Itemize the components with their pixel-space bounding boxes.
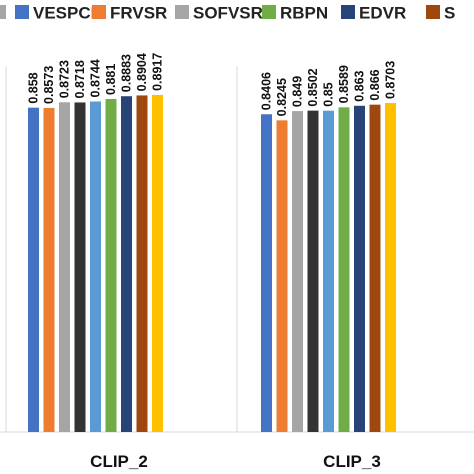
value-label-clip-3-series-6: 0.8589: [337, 65, 351, 103]
value-label-clip-2-series-6: 0.881: [104, 64, 118, 95]
bar-clip-2-series-7: [121, 96, 132, 433]
bar-clip-3-series-8: [369, 104, 381, 432]
bar-clip-2-series-5: [90, 101, 101, 432]
category-label-clip-3: CLIP_3: [323, 452, 381, 471]
bar-clip-3-series-5: [323, 110, 334, 432]
panel-dividers: [5, 66, 238, 432]
legend-label-frvsr: FRVSR: [110, 4, 167, 23]
value-label-clip-3-series-5: 0.85: [322, 82, 336, 106]
legend-label-s: S: [444, 4, 455, 23]
bar-clip-3-series-3: [292, 111, 303, 432]
value-label-clip-2-series-7: 0.8883: [120, 54, 134, 92]
bar-clip-2-series-1: [28, 107, 39, 433]
category-labels: CLIP_2 CLIP_3: [90, 452, 381, 471]
legend-swatch-vespcn: [15, 5, 29, 19]
value-label-clip-3-series-3: 0.849: [291, 76, 305, 107]
value-label-clip-3-series-4: 0.8502: [306, 68, 320, 106]
value-label-clip-2-series-8: 0.8904: [135, 53, 149, 91]
value-label-clip-3-series-8: 0.866: [368, 69, 382, 100]
legend-label-vespcn: VESPCN: [33, 4, 103, 23]
bar-clip-3-series-2: [276, 120, 288, 433]
legend-swatch-sofvsr: [175, 5, 189, 19]
legend: VESPCN FRVSR SOFVSR RBPN EDVR S: [0, 4, 455, 23]
bar-clip-3-series-7: [354, 105, 365, 432]
value-label-clip-2-series-1: 0.858: [27, 72, 41, 103]
bar-clip-3-series-1: [261, 114, 272, 432]
value-label-clip-2-series-5: 0.8744: [89, 59, 103, 97]
value-label-clip-3-series-9: 0.8703: [384, 61, 398, 99]
bar-clip-2-series-3: [59, 102, 70, 432]
legend-swatch-edvr: [341, 5, 355, 19]
value-label-clip-2-series-2: 0.8573: [42, 66, 56, 104]
value-label-clip-2-series-3: 0.8723: [58, 60, 72, 98]
legend-swatch-partial: [0, 5, 6, 19]
value-label-clip-3-series-1: 0.8406: [260, 72, 274, 110]
legend-swatch-rbpn: [262, 5, 276, 19]
bar-clip-3-series-9: [385, 103, 396, 432]
legend-label-rbpn: RBPN: [280, 4, 328, 23]
value-label-clip-3-series-7: 0.863: [353, 70, 367, 101]
legend-label-edvr: EDVR: [359, 4, 406, 23]
bars: [28, 94, 396, 433]
bar-clip-2-series-2: [43, 107, 55, 432]
value-label-clip-2-series-4: 0.8718: [73, 60, 87, 98]
bar-clip-3-series-4: [307, 110, 319, 433]
value-label-clip-2-series-9: 0.8917: [151, 53, 165, 91]
bar-clip-3-series-6: [338, 107, 350, 432]
bar-clip-2-series-9: [152, 94, 163, 432]
value-labels: 0.858 0.8573 0.8723 0.8718 0.8744 0.881 0.8883…: [27, 53, 398, 117]
legend-swatch-s: [426, 5, 440, 19]
legend-swatch-frvsr: [92, 5, 106, 19]
bar-clip-2-series-4: [74, 102, 86, 433]
bar-clip-2-series-8: [136, 95, 148, 432]
value-label-clip-3-series-2: 0.8245: [275, 78, 289, 116]
legend-label-sofvsr: SOFVSR: [193, 4, 263, 23]
bar-clip-2-series-6: [105, 98, 117, 433]
category-label-clip-2: CLIP_2: [90, 452, 148, 471]
